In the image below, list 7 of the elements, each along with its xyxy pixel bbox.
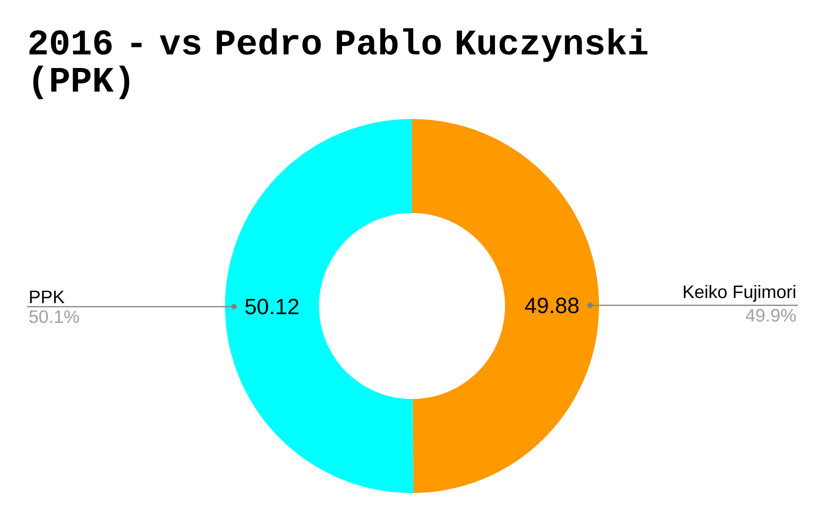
slice-label: PPK — [30, 290, 64, 304]
data-label: 49.88 — [524, 298, 579, 314]
slice-label: Keiko Fujimori — [684, 284, 796, 302]
data-label: 50.12 — [245, 298, 298, 314]
text: 50.1% — [29, 310, 79, 324]
chart-title: 2016 - vs Pedro Pablo Kuczynski (PPK) — [29, 28, 648, 100]
text: 49.9% — [746, 308, 796, 322]
